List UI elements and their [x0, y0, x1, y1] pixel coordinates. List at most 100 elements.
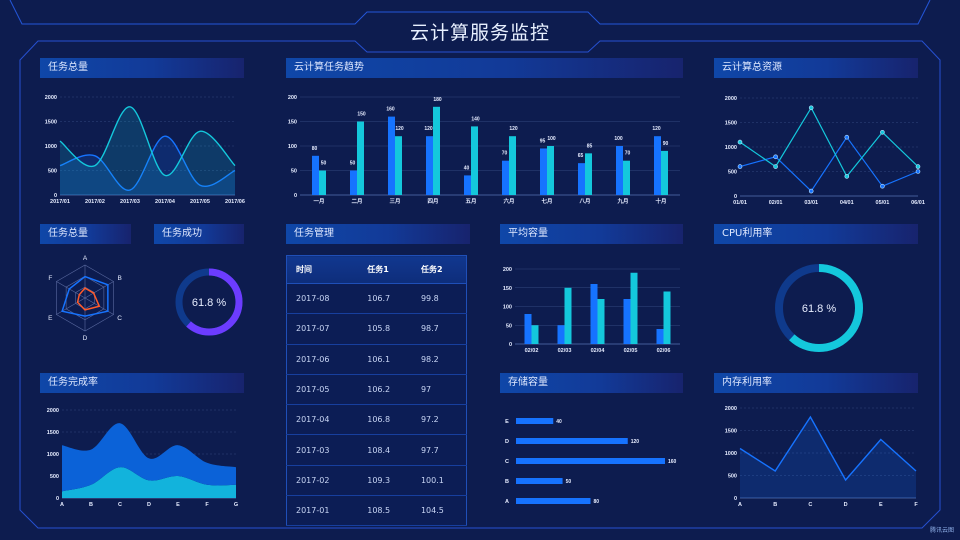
bar: [350, 170, 357, 195]
table-cell: 99.8: [411, 283, 467, 315]
y-tick-label: 1000: [45, 144, 57, 150]
bar-data-label: 80: [312, 146, 318, 152]
column-header: 时间: [286, 255, 359, 284]
table-row[interactable]: 2017-06 106.1 98.2: [286, 344, 467, 375]
y-tick-label: 2000: [725, 406, 737, 412]
data-point: [808, 188, 814, 194]
table-row[interactable]: 2017-08 106.7 99.8: [286, 283, 467, 315]
x-tick-label: 02/04: [591, 348, 606, 354]
x-tick-label: 02/06: [657, 348, 671, 354]
bar: [540, 148, 547, 195]
bar: [578, 163, 585, 195]
y-tick-label: 150: [503, 286, 512, 292]
hbar: [516, 478, 563, 484]
x-tick-label: C: [808, 502, 812, 508]
x-tick-label: 2017/03: [120, 199, 140, 205]
table-cell: 2017-06: [286, 344, 359, 375]
radar-indicator-label: C: [117, 315, 122, 322]
data-point: [773, 164, 778, 169]
table-row[interactable]: 2017-04 106.8 97.2: [286, 404, 467, 436]
y-tick-label: 1000: [725, 451, 737, 457]
bar-data-label: 40: [464, 165, 470, 171]
y-category-label: D: [505, 439, 509, 445]
x-tick-label: 02/03: [558, 348, 572, 354]
table-cell: 98.7: [411, 313, 467, 345]
y-tick-label: 1500: [45, 120, 57, 126]
radar-series-1: [76, 287, 101, 311]
x-tick-label: B: [773, 502, 777, 508]
y-tick-label: 2000: [45, 95, 57, 101]
gauge-arc: [775, 264, 863, 352]
table-cell: 2017-01: [286, 495, 359, 527]
radar-indicator-label: A: [83, 255, 88, 262]
table-cell: 2017-07: [286, 313, 359, 345]
table-cell: 106.8: [358, 404, 412, 436]
data-point: [737, 164, 743, 169]
data-point: [844, 134, 850, 140]
y-category-label: C: [505, 459, 509, 465]
data-point: [737, 139, 743, 145]
table-row[interactable]: 2017-05 106.2 97: [286, 374, 467, 406]
panel-header-storage-capacity: 存储容量: [500, 373, 683, 393]
y-tick-label: 1000: [47, 452, 59, 458]
bar: [312, 155, 319, 195]
y-tick-label: 500: [728, 474, 737, 480]
bar: [471, 126, 478, 195]
y-tick-label: 50: [291, 169, 297, 175]
gauge-arc: [175, 268, 243, 336]
data-point: [880, 130, 885, 135]
y-tick-label: 2000: [47, 408, 59, 414]
x-tick-label: 六月: [503, 197, 514, 205]
bar: [464, 175, 471, 195]
column-header: 任务2: [411, 255, 467, 284]
bar: [531, 325, 539, 344]
watermark-logo: 腾讯云图: [929, 527, 954, 534]
table-cell: 106.1: [358, 344, 412, 375]
hbar: [516, 498, 591, 504]
x-tick-label: 01/01: [733, 200, 747, 206]
radar-indicator-label: B: [117, 275, 121, 282]
panel-header-cpu-usage: CPU利用率: [714, 224, 918, 244]
bar-data-label: 150: [357, 112, 366, 118]
table-cell: 2017-02: [286, 465, 359, 497]
table-row[interactable]: 2017-01 108.5 104.5: [286, 495, 467, 527]
table-row[interactable]: 2017-07 105.8 98.7: [286, 313, 467, 345]
panel-header-memory-usage: 内存利用率: [714, 373, 918, 393]
y-tick-label: 100: [503, 305, 512, 311]
table-header-row: 时间 任务1 任务2: [286, 255, 467, 284]
x-tick-label: C: [118, 502, 122, 508]
table-cell: 104.5: [411, 495, 467, 527]
bar-data-label: 80: [594, 499, 600, 505]
panel-header-task-total: 任务总量: [40, 58, 244, 78]
header-frame: [9, 0, 931, 25]
bar: [502, 160, 509, 195]
hbar: [516, 418, 554, 424]
bar: [388, 116, 395, 195]
x-tick-label: 02/05: [624, 348, 638, 354]
bar: [661, 150, 668, 195]
bar-data-label: 50: [321, 161, 327, 167]
line-series-0: [59, 135, 236, 191]
hbar: [516, 438, 628, 444]
line-series-0: [739, 415, 917, 482]
table-row[interactable]: 2017-03 108.4 97.7: [286, 434, 467, 466]
x-tick-label: 2017/01: [50, 199, 70, 205]
table-row[interactable]: 2017-02 109.3 100.1: [286, 465, 467, 497]
y-tick-label: 0: [54, 193, 57, 199]
bar: [597, 299, 605, 344]
y-tick-label: 1500: [725, 429, 737, 435]
bar-data-label: 120: [424, 126, 433, 132]
radar-indicator-label: D: [83, 335, 88, 342]
y-tick-label: 1000: [725, 145, 737, 151]
y-category-label: B: [505, 479, 509, 485]
table-cell: 97: [411, 374, 467, 406]
y-tick-label: 500: [48, 169, 57, 175]
data-point: [844, 174, 850, 179]
bar-data-label: 180: [433, 97, 442, 103]
y-tick-label: 200: [288, 95, 297, 101]
y-tick-label: 0: [734, 496, 737, 502]
bar: [509, 136, 516, 195]
panel-header-task-trend: 云计算任务趋势: [286, 58, 683, 78]
bar: [590, 284, 598, 344]
radar-axis: [84, 281, 114, 299]
